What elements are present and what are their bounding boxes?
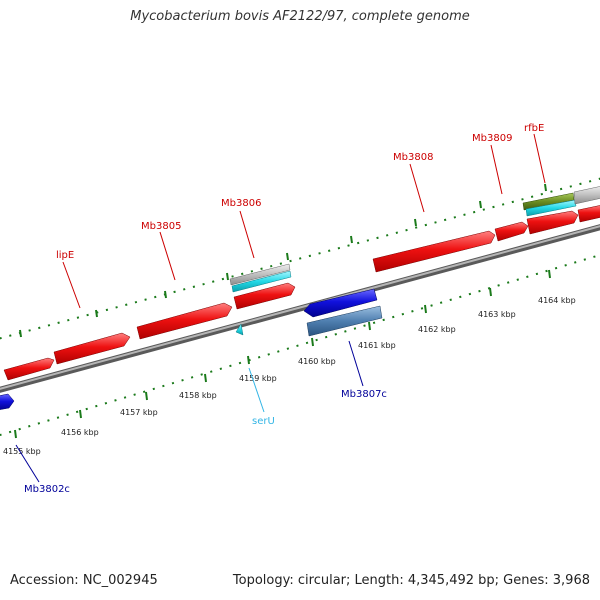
gene-label-Mb3807c[interactable]: Mb3807c [341, 389, 387, 400]
gene-label-Mb3802c[interactable]: Mb3802c [24, 484, 70, 495]
lower-major-ticks [14, 269, 551, 439]
scale-label: 4157 kbp [120, 408, 158, 417]
scale-label: 4163 kbp [478, 310, 516, 319]
gene-bar-grey[interactable] [573, 186, 600, 205]
genome-backbone [0, 224, 600, 393]
upper-major-ticks [19, 183, 547, 338]
label-leaders [15, 133, 546, 483]
scale-label: 4162 kbp [418, 325, 456, 334]
scale-label: 4158 kbp [179, 391, 217, 400]
gene-label-Mb3809[interactable]: Mb3809 [472, 133, 512, 144]
rna-arrow-serU[interactable] [235, 323, 244, 336]
gene-label-Mb3805[interactable]: Mb3805 [141, 221, 181, 232]
reverse-genes [0, 288, 383, 410]
gene-arrow-forward[interactable] [136, 302, 233, 340]
rna-bar-cyan[interactable] [231, 270, 292, 293]
scale-label: 4160 kbp [298, 357, 336, 366]
upper-feature-bars [229, 186, 600, 293]
gene-arrow-reverse[interactable] [303, 288, 378, 318]
rna-bar-cyan[interactable] [525, 199, 577, 217]
gene-label-rfbE[interactable]: rfbE [524, 123, 544, 134]
scale-label: 4164 kbp [538, 296, 576, 305]
gene-arrow-forward[interactable] [372, 230, 496, 273]
gene-label-Mb3806[interactable]: Mb3806 [221, 198, 261, 209]
gene-bar-grey[interactable] [229, 263, 291, 286]
gene-arrow-forward[interactable] [494, 221, 529, 242]
gene-label-Mb3808[interactable]: Mb3808 [393, 152, 433, 163]
gene-arrow-forward[interactable] [577, 205, 600, 223]
gene-bar-steelblue[interactable] [306, 305, 383, 337]
scale-label: 4155 kbp [3, 447, 41, 456]
forward-genes [3, 205, 600, 381]
gene-label-lipE[interactable]: lipE [56, 250, 74, 261]
scale-label: 4159 kbp [239, 374, 277, 383]
gene-arrow-forward[interactable] [233, 282, 296, 310]
topology-text: Topology: circular; Length: 4,345,492 bp… [232, 573, 590, 588]
gene-arrow-forward[interactable] [526, 210, 579, 235]
gene-arrow-reverse[interactable] [0, 393, 15, 410]
upper-tick-track [0, 177, 600, 340]
scale-label: 4156 kbp [61, 428, 99, 437]
gene-arrow-forward[interactable] [53, 332, 131, 365]
map-title: Mycobacterium bovis AF2122/97, complete … [130, 9, 470, 24]
scale-label: 4161 kbp [358, 341, 396, 350]
gene-label-serU[interactable]: serU [252, 416, 275, 427]
gene-arrow-forward[interactable] [3, 357, 55, 381]
accession-text: Accession: NC_002945 [10, 573, 158, 588]
gene-labels: lipE Mb3805 Mb3806 Mb3808 Mb3809 rfbE se… [24, 123, 544, 495]
scale-labels: 4155 kbp 4156 kbp 4157 kbp 4158 kbp 4159… [3, 296, 576, 456]
